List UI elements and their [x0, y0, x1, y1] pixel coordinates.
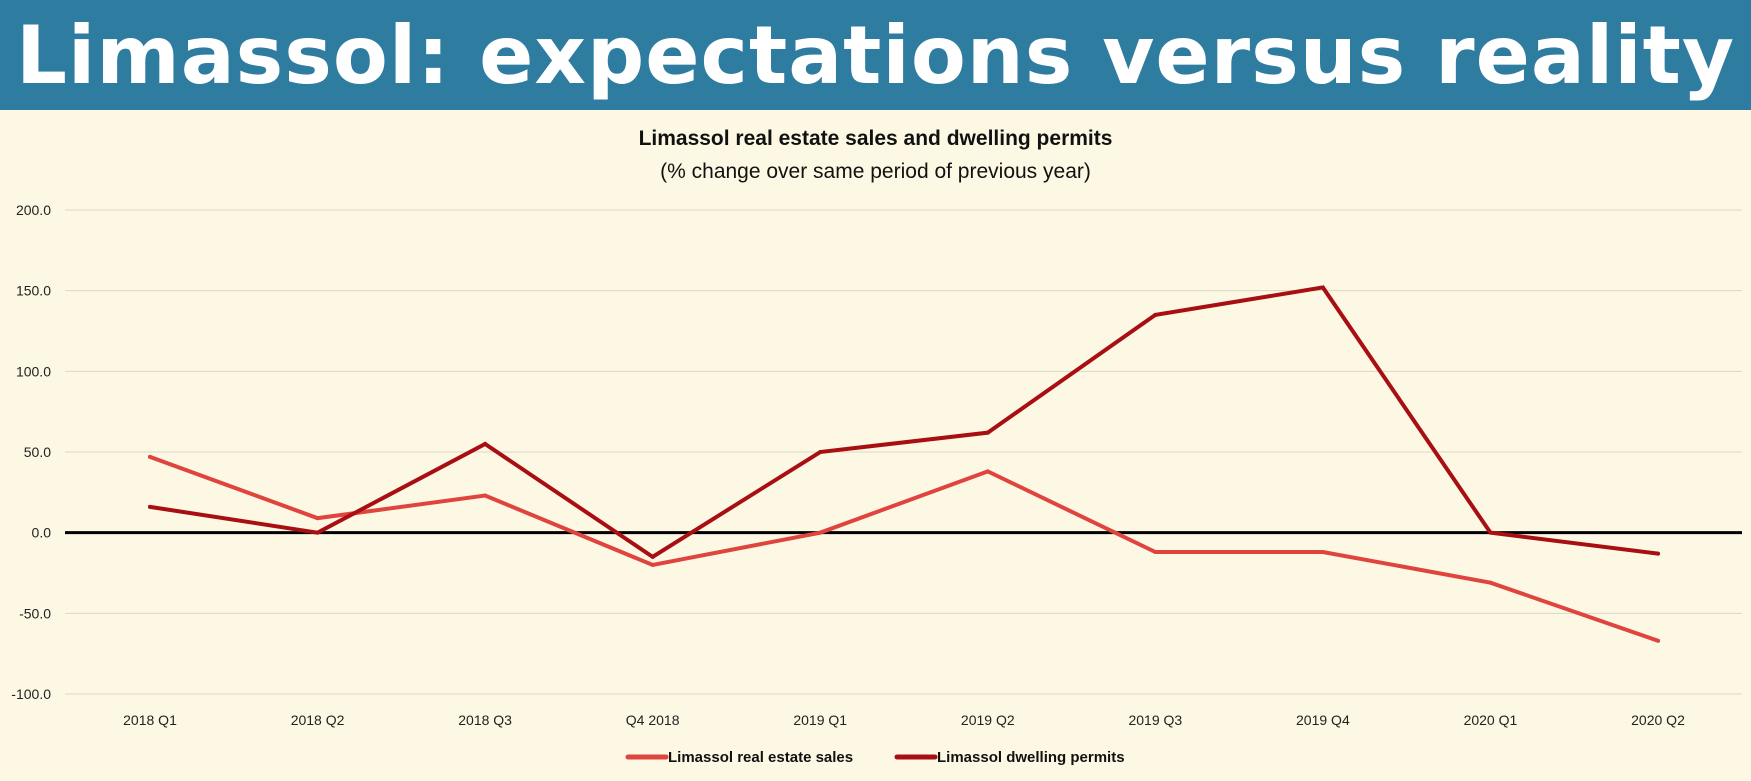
y-tick-label: 200.0 [16, 202, 51, 218]
data-point [1656, 638, 1660, 643]
y-tick-label: 0.0 [32, 525, 52, 541]
data-point [1488, 530, 1493, 535]
x-tick-label: 2018 Q2 [291, 712, 345, 728]
x-tick-label: 2018 Q1 [123, 712, 177, 728]
grid-lines [65, 209, 1742, 695]
data-point [483, 493, 488, 498]
chart-title: Limassol real estate sales and dwelling … [638, 127, 1113, 150]
data-point [650, 562, 655, 567]
data-point [483, 441, 488, 446]
data-point [818, 530, 823, 535]
y-tick-label: -50.0 [19, 605, 51, 621]
x-tick-label: 2019 Q1 [793, 712, 847, 728]
series-line-permits [148, 285, 1660, 560]
x-tick-label: 2019 Q4 [1296, 712, 1350, 728]
data-point [985, 430, 990, 435]
x-axis-ticks: 2018 Q1 2018 Q2 2018 Q3 Q4 2018 2019 Q1 2019 … [123, 712, 1685, 728]
y-tick-label: 100.0 [16, 363, 51, 379]
data-point [650, 554, 655, 559]
x-tick-label: 2020 Q1 [1464, 712, 1518, 728]
y-tick-label: -100.0 [11, 686, 51, 702]
chart-subtitle: (% change over same period of previous y… [660, 160, 1091, 183]
x-tick-label: Q4 2018 [626, 712, 680, 728]
data-point [148, 504, 152, 509]
legend-label: Limassol real estate sales [668, 749, 853, 766]
data-point [1153, 550, 1158, 555]
x-tick-label: 2020 Q2 [1631, 712, 1685, 728]
data-point [1656, 551, 1660, 556]
series-line-sales [148, 454, 1660, 643]
series-lines [148, 285, 1660, 643]
x-tick-label: 2018 Q3 [458, 712, 512, 728]
data-point [818, 450, 823, 454]
y-tick-label: 150.0 [16, 283, 51, 299]
data-point [315, 516, 320, 521]
x-tick-label: 2019 Q3 [1128, 712, 1182, 728]
data-point [315, 530, 320, 535]
title-banner: Limassol: expectations versus reality [0, 0, 1751, 110]
x-tick-label: 2019 Q2 [961, 712, 1015, 728]
data-point [985, 469, 990, 474]
y-tick-label: 50.0 [24, 444, 51, 460]
legend-label: Limassol dwelling permits [937, 749, 1125, 766]
data-point [1488, 580, 1493, 585]
legend: Limassol real estate sales Limassol dwell… [625, 749, 1125, 766]
data-point [1320, 285, 1325, 290]
data-point [1320, 550, 1325, 555]
data-point [148, 454, 152, 459]
data-point [1153, 312, 1158, 317]
banner-title: Limassol: expectations versus reality [15, 8, 1736, 102]
y-axis-ticks: -100.0 -50.0 0.0 50.0 100.0 150.0 200.0 [11, 202, 51, 702]
